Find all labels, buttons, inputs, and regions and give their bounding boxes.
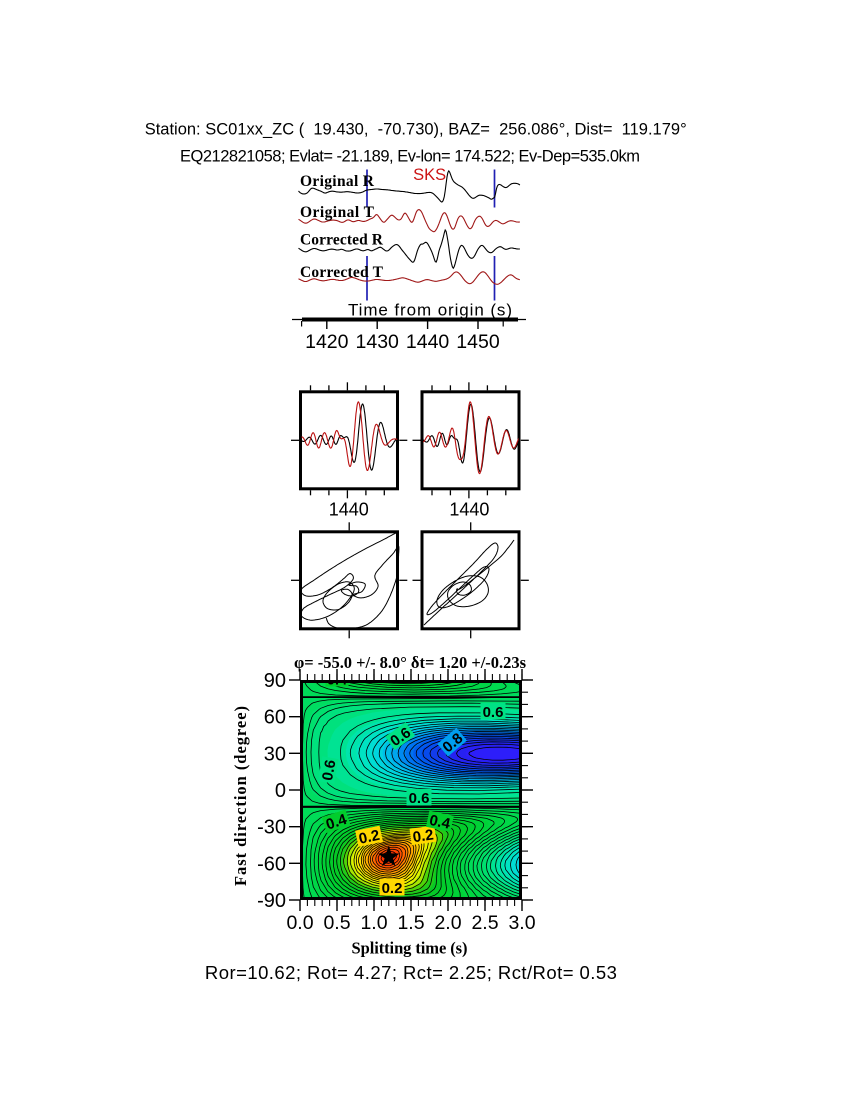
svg-text:30: 30 bbox=[264, 743, 286, 765]
svg-text:Station: SC01xx_ZC ( 19.430,: Station: SC01xx_ZC ( 19.430, -70.730), B… bbox=[145, 121, 687, 139]
svg-text:0.2: 0.2 bbox=[412, 826, 435, 846]
svg-text:0.6: 0.6 bbox=[319, 758, 339, 781]
svg-text:1440: 1440 bbox=[449, 500, 489, 520]
svg-text:0.2: 0.2 bbox=[382, 880, 403, 897]
svg-text:Fast direction (degree): Fast direction (degree) bbox=[231, 706, 250, 886]
svg-text:Original T: Original T bbox=[300, 204, 375, 221]
svg-text:0.6: 0.6 bbox=[483, 704, 504, 721]
svg-text:0.4: 0.4 bbox=[324, 811, 350, 834]
svg-text:0.0: 0.0 bbox=[286, 912, 313, 934]
svg-text:1440: 1440 bbox=[329, 500, 369, 520]
svg-text:Corrected T: Corrected T bbox=[300, 264, 384, 281]
svg-text:2.5: 2.5 bbox=[471, 912, 498, 934]
svg-text:-60: -60 bbox=[257, 853, 286, 875]
svg-text:SKS: SKS bbox=[413, 166, 446, 184]
svg-text:0.5: 0.5 bbox=[323, 912, 350, 934]
svg-text:1440: 1440 bbox=[406, 331, 450, 353]
svg-text:1450: 1450 bbox=[456, 331, 500, 353]
svg-text:0.6: 0.6 bbox=[409, 790, 430, 807]
svg-text:1430: 1430 bbox=[356, 331, 400, 353]
svg-text:0.4: 0.4 bbox=[428, 812, 453, 833]
svg-text:60: 60 bbox=[264, 707, 286, 729]
svg-text:Time from origin (s): Time from origin (s) bbox=[348, 301, 512, 320]
svg-text:1420: 1420 bbox=[305, 331, 349, 353]
svg-text:Ror=10.62; Rot= 4.27; Rct= 2.2: Ror=10.62; Rot= 4.27; Rct= 2.25; Rct/Rot… bbox=[205, 962, 617, 983]
svg-text:-30: -30 bbox=[257, 817, 286, 839]
svg-text:0: 0 bbox=[275, 780, 286, 802]
svg-text:2.0: 2.0 bbox=[434, 912, 461, 934]
svg-text:Original R: Original R bbox=[300, 173, 375, 190]
svg-text:Corrected R: Corrected R bbox=[300, 231, 384, 248]
svg-text:1.0: 1.0 bbox=[360, 912, 387, 934]
svg-text:EQ212821058; Evlat= -21.189, E: EQ212821058; Evlat= -21.189, Ev-lon= 174… bbox=[180, 148, 640, 166]
svg-text:90: 90 bbox=[264, 670, 286, 692]
svg-text:1.5: 1.5 bbox=[397, 912, 424, 934]
svg-text:0.2: 0.2 bbox=[357, 827, 381, 848]
svg-text:φ= -55.0 +/- 8.0° δt= 1.20 +/-: φ= -55.0 +/- 8.0° δt= 1.20 +/-0.23s bbox=[294, 653, 527, 672]
svg-text:Splitting time (s): Splitting time (s) bbox=[352, 939, 468, 958]
svg-text:0.4: 0.4 bbox=[327, 673, 347, 689]
svg-text:3.0: 3.0 bbox=[508, 912, 535, 934]
svg-text:-90: -90 bbox=[257, 890, 286, 912]
